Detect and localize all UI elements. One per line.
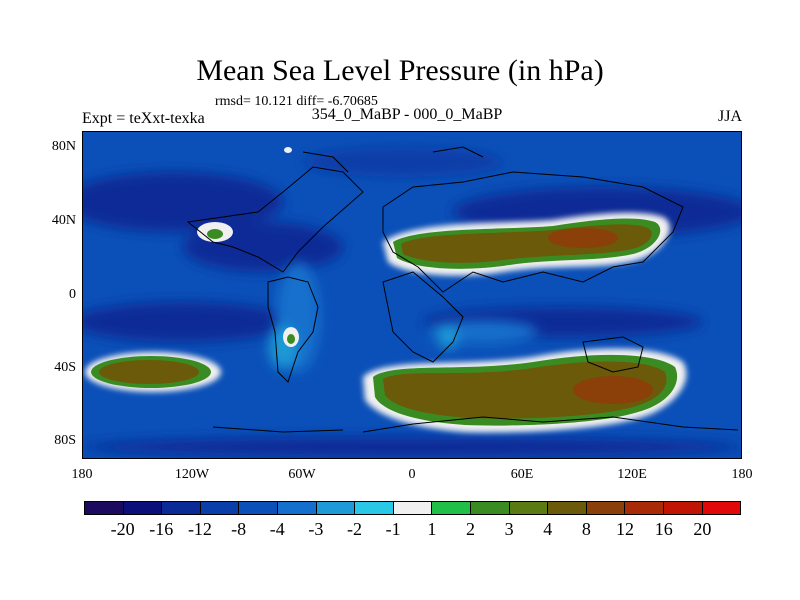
x-label-120e: 120E <box>617 467 647 482</box>
colorbar-swatch <box>355 502 394 514</box>
y-label-80n: 80N <box>51 139 76 154</box>
chart-title: Mean Sea Level Pressure (in hPa) <box>196 54 604 87</box>
colorbar-label: -2 <box>347 519 363 539</box>
colorbar-label: -8 <box>231 519 247 539</box>
x-label-60e: 60E <box>510 467 534 482</box>
colorbar-swatch <box>432 502 471 514</box>
south-pacific-high <box>85 352 221 392</box>
colorbar-swatch <box>625 502 664 514</box>
comparison-label: 354_0_MaBP - 000_0_MaBP <box>311 106 503 123</box>
colorbar-label: 2 <box>465 519 475 539</box>
x-label-180w: 180 <box>71 467 93 482</box>
y-label-0: 0 <box>69 287 76 302</box>
colorbar-swatch <box>85 502 124 514</box>
colorbar-swatch <box>393 502 433 514</box>
colorbar <box>84 501 741 515</box>
colorbar-swatch <box>162 502 201 514</box>
colorbar-label: 16 <box>654 519 673 539</box>
colorbar-label: -12 <box>187 519 212 539</box>
y-label-40s: 40S <box>54 360 76 375</box>
colorbar-label: 20 <box>693 519 712 539</box>
colorbar-swatch <box>200 502 240 514</box>
colorbar-swatch <box>586 502 626 514</box>
colorbar-label: -4 <box>269 519 285 539</box>
colorbar-label: 3 <box>504 519 514 539</box>
transition-zones <box>269 262 538 372</box>
colorbar-swatch <box>277 502 317 514</box>
colorbar-swatch <box>123 502 163 514</box>
colorbar-label: 12 <box>616 519 635 539</box>
colorbar-swatch <box>663 502 703 514</box>
colorbar-swatch <box>316 502 356 514</box>
colorbar-swatch <box>548 502 587 514</box>
colorbar-label: -20 <box>110 519 135 539</box>
x-label-120w: 120W <box>174 467 210 482</box>
colorbar-label: -16 <box>149 519 174 539</box>
southern-high-pressure <box>363 348 687 433</box>
experiment-label: Expt = teXxt-texka <box>82 110 205 127</box>
x-label-60w: 60W <box>288 467 316 482</box>
colorbar-label: -3 <box>308 519 324 539</box>
season-label: JJA <box>717 108 742 125</box>
colorbar-swatch <box>702 502 741 514</box>
coastlines <box>186 146 739 433</box>
colorbar-swatch <box>239 502 278 514</box>
stats-label: rmsd= 10.121 diff= -6.70685 <box>215 94 378 109</box>
colorbar-label: -1 <box>385 519 401 539</box>
x-label-0: 0 <box>408 467 416 482</box>
pressure-map <box>82 131 742 459</box>
colorbar-label: 1 <box>427 519 437 539</box>
y-label-80s: 80S <box>54 433 76 448</box>
northern-high-pressure <box>383 212 670 276</box>
colorbar-swatch <box>470 502 510 514</box>
colorbar-label: 4 <box>543 519 553 539</box>
colorbar-label: 8 <box>581 519 591 539</box>
map-svg <box>83 132 741 458</box>
x-label-180e: 180 <box>731 467 753 482</box>
colorbar-swatch <box>509 502 549 514</box>
y-label-40n: 40N <box>51 213 76 228</box>
